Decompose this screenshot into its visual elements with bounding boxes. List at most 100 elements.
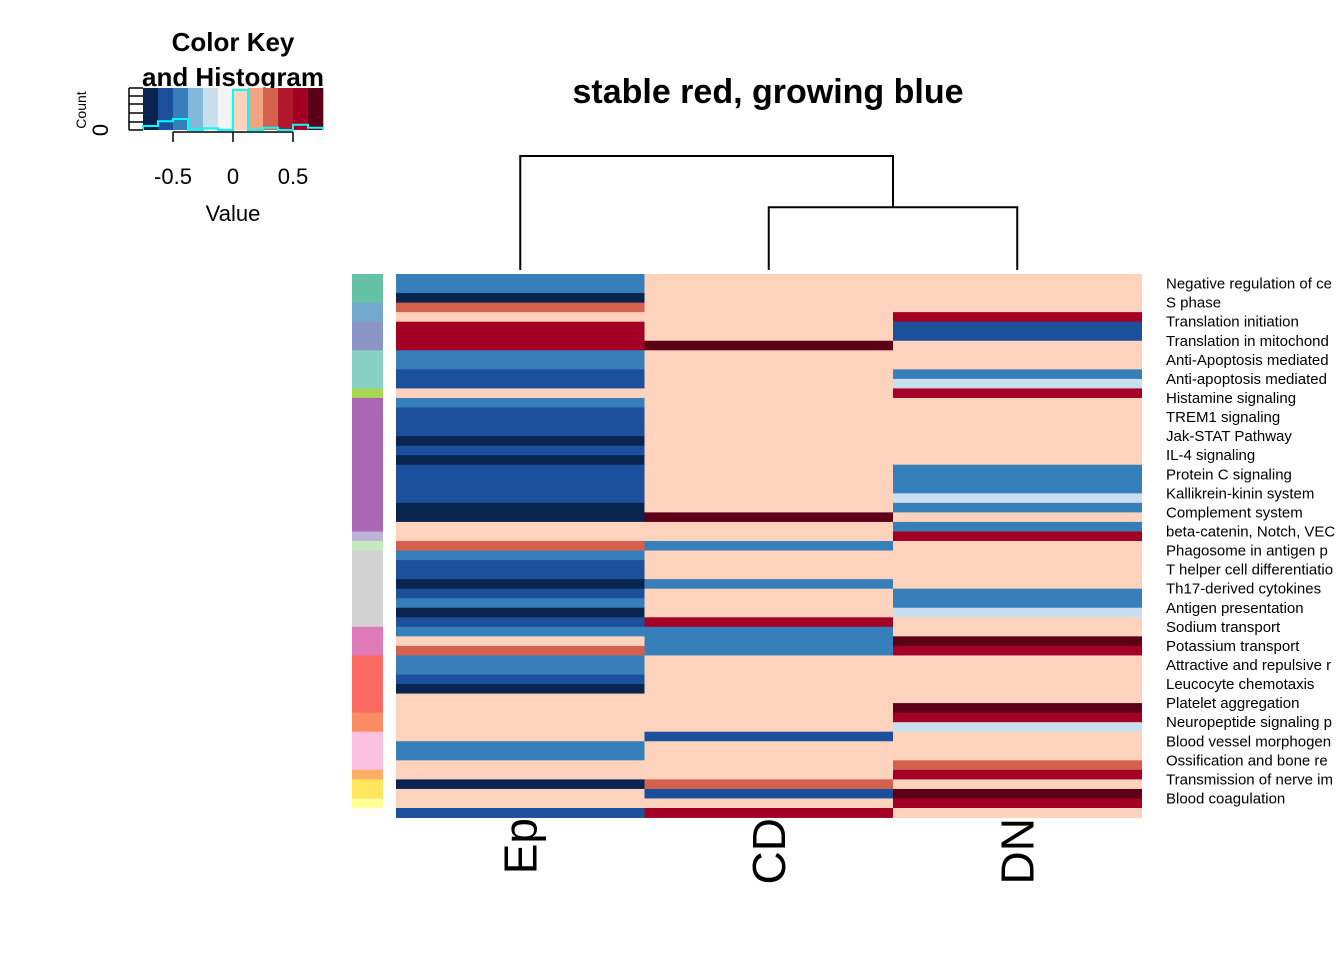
color-key-swatch: [218, 88, 234, 130]
row-label: Histamine signaling: [1166, 390, 1296, 407]
heatmap-cell: [644, 703, 894, 714]
row-label: Sodium transport: [1166, 619, 1281, 636]
heatmap-cell: [396, 550, 645, 561]
heatmap-cell: [644, 293, 894, 304]
heatmap-cell: [644, 426, 894, 437]
row-label: Protein C signaling: [1166, 466, 1292, 483]
heatmap-cell: [644, 531, 894, 542]
heatmap-cell: [893, 636, 1142, 647]
row-side-color: [352, 321, 383, 351]
heatmap-cell: [893, 388, 1142, 399]
color-key-title-line-1: Color Key: [172, 27, 295, 57]
heatmap-cell: [893, 788, 1142, 799]
row-label: Negative regulation of ce: [1166, 276, 1332, 293]
heatmap-cell: [644, 617, 894, 628]
color-key-ytick-label: 0: [88, 124, 113, 136]
heatmap-cell: [396, 397, 645, 408]
heatmap-cell: [396, 731, 645, 742]
heatmap-cell: [893, 769, 1142, 780]
color-key-swatches: [143, 88, 324, 130]
heatmap-cell: [893, 350, 1142, 361]
row-side-color: [352, 302, 383, 322]
heatmap-cell: [893, 321, 1142, 332]
color-key-swatch: [233, 88, 249, 130]
row-side-color: [352, 731, 383, 771]
heatmap-cell: [396, 483, 645, 494]
heatmap-cell: [893, 617, 1142, 628]
row-label: Neuropeptide signaling p: [1166, 714, 1332, 731]
heatmap-cell: [644, 464, 894, 475]
row-label: Attractive and repulsive r: [1166, 657, 1331, 674]
color-key-swatch: [248, 88, 264, 130]
heatmap-cell: [396, 626, 645, 637]
heatmap-cell: [893, 664, 1142, 675]
heatmap-cell: [893, 417, 1142, 427]
heatmap-cell: [644, 626, 894, 637]
row-label: TREM1 signaling: [1166, 409, 1280, 426]
heatmap-cell: [644, 750, 894, 761]
row-side-color: [352, 541, 383, 551]
heatmap-cell: [893, 445, 1142, 456]
heatmap-cell: [893, 674, 1142, 685]
heatmap-cell: [893, 655, 1142, 666]
color-key-xlabel: Value: [206, 201, 261, 226]
row-side-color: [352, 388, 383, 399]
heatmap-cell: [396, 769, 645, 780]
heatmap-cell: [644, 417, 894, 427]
heatmap-cell: [644, 474, 894, 485]
heatmap-cell: [644, 712, 894, 723]
heatmap-cell: [396, 569, 645, 580]
heatmap-cell: [644, 598, 894, 609]
heatmap-cell: [644, 436, 894, 447]
heatmap-cell: [396, 293, 645, 304]
row-label: IL-4 signaling: [1166, 447, 1255, 464]
heatmap-cell: [893, 359, 1142, 370]
row-labels: Negative regulation of ce S phase Translat…: [1166, 276, 1335, 808]
color-key-swatch: [188, 88, 204, 130]
heatmap-cell: [893, 569, 1142, 580]
heatmap-cell: [893, 645, 1142, 656]
heatmap-cell: [893, 464, 1142, 475]
heatmap-cell: [396, 617, 645, 628]
row-label: Leucocyte chemotaxis: [1166, 676, 1314, 693]
heatmap-cell: [893, 397, 1142, 408]
heatmap-cell: [644, 541, 894, 551]
row-label: Th17-derived cytokines: [1166, 581, 1321, 598]
heatmap-cell: [396, 274, 645, 284]
heatmap-cell: [396, 741, 645, 752]
row-side-color: [352, 350, 383, 389]
heatmap-cell: [644, 684, 894, 694]
heatmap-cell: [396, 340, 645, 351]
heatmap-cell: [893, 502, 1142, 513]
heatmap-cell: [893, 760, 1142, 771]
heatmap-cell: [644, 350, 894, 361]
heatmap-cell: [644, 674, 894, 685]
heatmap-cell: [644, 798, 894, 809]
heatmap-cell: [644, 760, 894, 771]
heatmap-cell: [893, 808, 1142, 818]
row-label: S phase: [1166, 295, 1221, 312]
heatmap-cell: [893, 703, 1142, 714]
heatmap-cell: [644, 655, 894, 666]
heatmap-cell: [893, 407, 1142, 418]
row-label: Translation initiation: [1166, 314, 1299, 331]
heatmap-cell: [893, 274, 1142, 284]
heatmap-cell: [396, 378, 645, 389]
row-side-colors: [352, 274, 383, 809]
heatmap-cell: [644, 340, 894, 351]
heatmap-cell: [644, 369, 894, 380]
color-key-title-line-2: and Histogram: [142, 62, 324, 92]
heatmap-cell: [644, 569, 894, 580]
heatmap-cell: [644, 502, 894, 513]
heatmap-cell: [644, 445, 894, 456]
heatmap-cell: [893, 541, 1142, 551]
row-label: Anti-Apoptosis mediated: [1166, 352, 1329, 369]
heatmap-cell: [893, 588, 1142, 599]
heatmap-cell: [893, 521, 1142, 532]
heatmap-cell: [893, 712, 1142, 723]
heatmap-cell: [396, 369, 645, 380]
heatmap-cell: [893, 607, 1142, 618]
heatmap-cell: [893, 378, 1142, 389]
heatmap-cell: [396, 760, 645, 771]
